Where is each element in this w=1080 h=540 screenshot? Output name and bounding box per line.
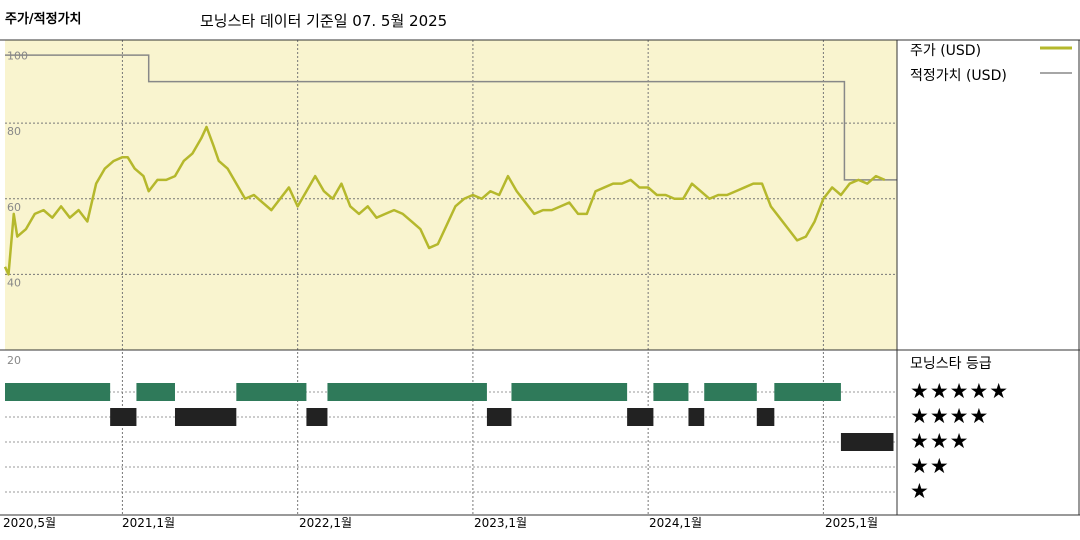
rating-level-5: ★★★★★ <box>910 379 1010 403</box>
price-line <box>3 125 886 276</box>
rating-segment-4-star <box>174 408 237 426</box>
x-tick-label: 2021,1월 <box>122 516 176 530</box>
rating-segment-5-star <box>236 383 307 401</box>
legend-label-fair-value: 적정가치 (USD) <box>910 68 1007 84</box>
rating-segment-4-star <box>627 408 654 426</box>
rating-level-2: ★★ <box>910 454 950 478</box>
x-tick-label: 2022,1월 <box>299 516 353 530</box>
y-tick-label: 40 <box>7 276 21 289</box>
rating-segment-5-star <box>5 383 111 401</box>
rating-header: 모닝스타 등급 <box>910 356 992 372</box>
rating-segment-5-star <box>327 383 487 401</box>
x-tick-label: 2025,1월 <box>825 516 879 530</box>
legend-label-price: 주가 (USD) <box>910 43 982 59</box>
y-tick-label: 20 <box>7 354 21 367</box>
x-tick-label: 2023,1월 <box>474 516 528 530</box>
y-tick-label: 100 <box>7 50 28 63</box>
plot-background <box>5 40 897 350</box>
rating-segment-5-star <box>774 383 841 401</box>
rating-level-3: ★★★ <box>910 429 970 453</box>
rating-segment-4-star <box>688 408 705 426</box>
rating-segment-4-star <box>486 408 512 426</box>
rating-segment-4-star <box>756 408 775 426</box>
rating-level-1: ★ <box>910 479 930 503</box>
rating-segment-5-star <box>136 383 175 401</box>
y-tick-label: 60 <box>7 201 21 214</box>
rating-segment-4-star <box>306 408 328 426</box>
rating-segment-4-star <box>110 408 137 426</box>
rating-segment-3-star <box>840 433 894 451</box>
x-tick-label: 2020,5월 <box>3 516 57 530</box>
rating-level-4: ★★★★ <box>910 404 990 428</box>
fair-value-line <box>5 54 897 181</box>
y-tick-label: 80 <box>7 125 21 138</box>
chart-subtitle: 모닝스타 데이터 기준일 07. 5월 2025 <box>200 12 448 30</box>
x-tick-label: 2024,1월 <box>649 516 703 530</box>
chart-title: 주가/적정가치 <box>5 12 82 27</box>
rating-segment-5-star <box>511 383 628 401</box>
rating-segment-5-star <box>653 383 689 401</box>
rating-segment-5-star <box>704 383 757 401</box>
